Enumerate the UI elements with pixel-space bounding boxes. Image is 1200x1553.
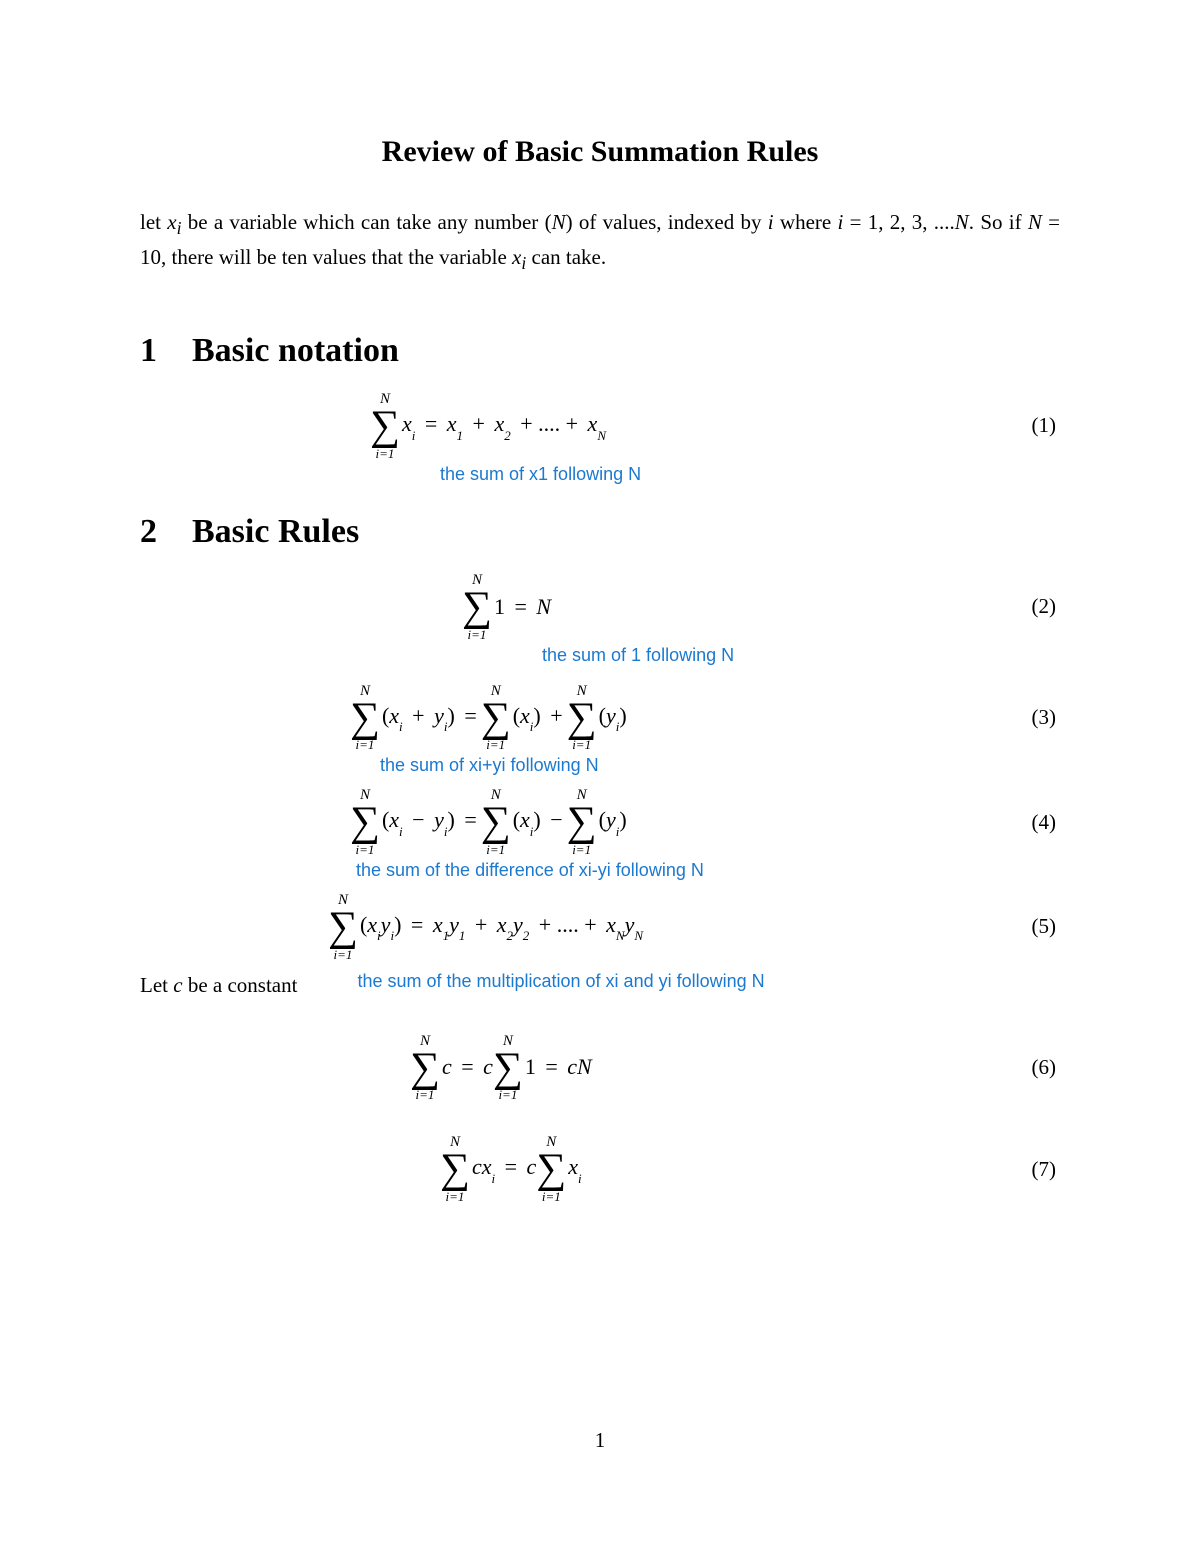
equation-6-number: (6)	[1032, 1055, 1061, 1080]
equation-5-number: (5)	[1032, 914, 1061, 939]
sigma-icon: N ∑ i=1	[481, 788, 511, 856]
equation-2-math: N ∑ i=1 1 = N	[462, 573, 551, 641]
intro-paragraph: let xi be a variable which can take any …	[140, 207, 1060, 276]
sigma-icon: N ∑ i=1	[493, 1034, 523, 1102]
equation-7: N ∑ i=1 cxi = c N ∑ i=1 xi (7)	[140, 1135, 1060, 1203]
equation-2-annotation: the sum of 1 following N	[542, 645, 1060, 666]
section-2-heading: 2Basic Rules	[140, 513, 1060, 551]
sigma-icon: N ∑ i=1	[350, 788, 380, 856]
sigma-icon: N ∑ i=1	[350, 684, 380, 752]
equation-4: N ∑ i=1 (xi − yi) = N ∑ i=1 (xi) − N ∑ i…	[140, 788, 1060, 856]
sigma-icon: N ∑ i=1	[462, 573, 492, 641]
equation-2-number: (2)	[1032, 594, 1061, 619]
equation-5-math: N ∑ i=1 (xiyi) = x1y1 + x2y2 + .... + xN…	[328, 893, 643, 961]
equation-1-annotation: the sum of x1 following N	[440, 464, 1060, 485]
section-1-number: 1	[140, 332, 192, 370]
equation-4-number: (4)	[1032, 810, 1061, 835]
sigma-icon: N ∑ i=1	[410, 1034, 440, 1102]
equation-7-math: N ∑ i=1 cxi = c N ∑ i=1 xi	[440, 1135, 582, 1203]
page-title: Review of Basic Summation Rules	[140, 135, 1060, 169]
equation-4-annotation: the sum of the difference of xi-yi follo…	[356, 860, 1060, 881]
sigma-icon: N ∑ i=1	[440, 1135, 470, 1203]
equation-6: N ∑ i=1 c = c N ∑ i=1 1 = cN (6)	[140, 1034, 1060, 1102]
equation-6-math: N ∑ i=1 c = c N ∑ i=1 1 = cN	[410, 1034, 592, 1102]
sigma-icon: N ∑ i=1	[481, 684, 511, 752]
document-page: Review of Basic Summation Rules let xi b…	[0, 0, 1200, 1553]
equation-3: N ∑ i=1 (xi + yi) = N ∑ i=1 (xi) + N ∑ i…	[140, 684, 1060, 752]
section-2-number: 2	[140, 513, 192, 551]
section-1-heading: 1Basic notation	[140, 332, 1060, 370]
sigma-icon: N ∑ i=1	[567, 684, 597, 752]
section-2-title: Basic Rules	[192, 513, 359, 550]
equation-7-number: (7)	[1032, 1157, 1061, 1182]
equation-1-number: (1)	[1032, 413, 1061, 438]
equation-3-annotation: the sum of xi+yi following N	[380, 755, 1060, 776]
equation-5: N ∑ i=1 (xiyi) = x1y1 + x2y2 + .... + xN…	[140, 893, 1060, 961]
equation-1-math: N ∑ i=1 xi = x1 + x2 + .... + xN	[370, 392, 606, 460]
sigma-icon: N ∑ i=1	[536, 1135, 566, 1203]
equation-1: N ∑ i=1 xi = x1 + x2 + .... + xN (1)	[140, 392, 1060, 460]
equation-4-math: N ∑ i=1 (xi − yi) = N ∑ i=1 (xi) − N ∑ i…	[350, 788, 627, 856]
sigma-icon: N ∑ i=1	[370, 392, 400, 460]
equation-3-math: N ∑ i=1 (xi + yi) = N ∑ i=1 (xi) + N ∑ i…	[350, 684, 627, 752]
page-number: 1	[0, 1428, 1200, 1453]
sigma-icon: N ∑ i=1	[567, 788, 597, 856]
equation-3-number: (3)	[1032, 705, 1061, 730]
let-c-constant: Let c be a constant	[140, 973, 297, 998]
equation-2: N ∑ i=1 1 = N (2)	[140, 573, 1060, 641]
equation-5-annotation: the sum of the multiplication of xi and …	[357, 971, 764, 992]
section-1-title: Basic notation	[192, 332, 399, 369]
sigma-icon: N ∑ i=1	[328, 893, 358, 961]
